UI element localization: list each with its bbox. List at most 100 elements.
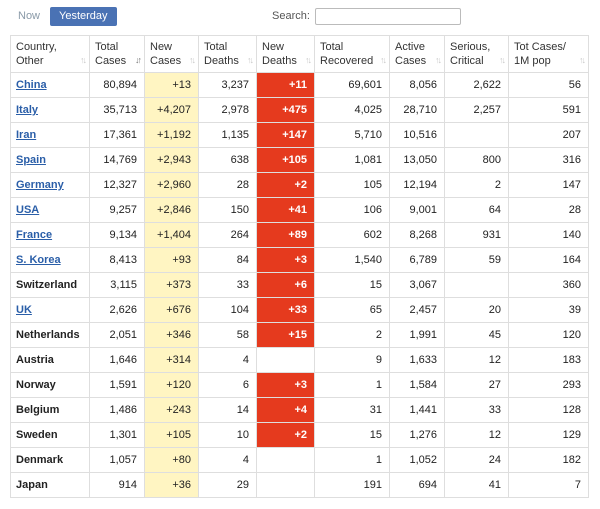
cell-new-deaths: +11	[256, 72, 315, 98]
country-link[interactable]: UK	[16, 304, 32, 316]
cell-cases-per-million: 120	[508, 322, 589, 348]
column-header-line: Total	[95, 41, 119, 53]
cell-serious-critical	[444, 272, 509, 298]
cell-total-cases: 2,626	[89, 297, 145, 323]
sort-icon: ↑↓	[247, 55, 254, 65]
search-input[interactable]	[315, 8, 461, 25]
cell-new-deaths: +4	[256, 397, 315, 423]
column-header-total-cases[interactable]: Total Cases ↓↑	[89, 35, 145, 73]
cell-active-cases: 8,056	[389, 72, 445, 98]
cell-new-deaths: +41	[256, 197, 315, 223]
column-header-serious-critical[interactable]: Serious, Critical ↑↓	[444, 35, 509, 73]
cell-total-recovered: 2	[314, 322, 390, 348]
cell-country: Netherlands	[10, 322, 90, 348]
country-name: Japan	[16, 479, 48, 491]
table-row: Denmark 1,057 +80 4 1 1,052 24 182	[10, 447, 589, 473]
table-row: Netherlands 2,051 +346 58 +15 2 1,991 45 120	[10, 322, 589, 348]
country-link[interactable]: France	[16, 229, 53, 241]
table-row: Switzerland 3,115 +373 33 +6 15 3,067 360	[10, 272, 589, 298]
cell-country: Germany	[10, 172, 90, 198]
cell-new-cases: +105	[144, 422, 199, 448]
cell-cases-per-million: 7	[508, 472, 589, 498]
cell-cases-per-million: 183	[508, 347, 589, 373]
cell-total-recovered: 106	[314, 197, 390, 223]
cell-active-cases: 8,268	[389, 222, 445, 248]
table-row: Iran 17,361 +1,192 1,135 +147 5,710 10,516 207	[10, 122, 589, 148]
tab-yesterday[interactable]: Yesterday	[50, 7, 117, 26]
cell-active-cases: 28,710	[389, 97, 445, 123]
column-header-line: New	[262, 41, 285, 53]
table-row: Germany 12,327 +2,960 28 +2 105 12,194 2 147	[10, 172, 589, 198]
country-name: Belgium	[16, 404, 60, 416]
cell-cases-per-million: 591	[508, 97, 589, 123]
cell-total-deaths: 33	[198, 272, 257, 298]
cell-total-recovered: 1,081	[314, 147, 390, 173]
cell-country: Austria	[10, 347, 90, 373]
sort-icon: ↑↓	[499, 55, 506, 65]
cell-serious-critical: 12	[444, 347, 509, 373]
country-link[interactable]: Germany	[16, 179, 64, 191]
column-header-country[interactable]: Country, Other ↑↓	[10, 35, 90, 73]
cell-total-recovered: 191	[314, 472, 390, 498]
table-row: USA 9,257 +2,846 150 +41 106 9,001 64 28	[10, 197, 589, 223]
cell-cases-per-million: 360	[508, 272, 589, 298]
cell-total-deaths: 84	[198, 247, 257, 273]
cell-new-deaths: +6	[256, 272, 315, 298]
country-link[interactable]: S. Korea	[16, 254, 61, 266]
tab-now[interactable]: Now	[18, 10, 41, 22]
country-link[interactable]: USA	[16, 204, 40, 216]
country-link[interactable]: China	[16, 79, 47, 91]
cell-cases-per-million: 316	[508, 147, 589, 173]
cell-new-deaths: +89	[256, 222, 315, 248]
cell-total-cases: 14,769	[89, 147, 145, 173]
cell-country: Spain	[10, 147, 90, 173]
cell-serious-critical: 2,257	[444, 97, 509, 123]
cell-new-deaths	[256, 447, 315, 473]
column-header-line: Country,	[16, 41, 57, 53]
country-link[interactable]: Italy	[16, 104, 39, 116]
cell-total-deaths: 14	[198, 397, 257, 423]
cell-serious-critical	[444, 122, 509, 148]
country-link[interactable]: Iran	[16, 129, 37, 141]
cell-total-deaths: 4	[198, 347, 257, 373]
cell-new-deaths: +2	[256, 172, 315, 198]
cell-total-recovered: 1	[314, 447, 390, 473]
cell-total-cases: 2,051	[89, 322, 145, 348]
cell-new-deaths: +2	[256, 422, 315, 448]
cell-total-deaths: 4	[198, 447, 257, 473]
cell-total-cases: 1,057	[89, 447, 145, 473]
country-link[interactable]: Spain	[16, 154, 46, 166]
column-header-line: Deaths	[204, 55, 239, 67]
table-row: Spain 14,769 +2,943 638 +105 1,081 13,050 800 31…	[10, 147, 589, 173]
column-header-line: Cases	[95, 55, 127, 67]
column-header-cases-per-million[interactable]: Tot Cases/1M pop ↑↓	[508, 35, 589, 73]
cell-total-recovered: 1,540	[314, 247, 390, 273]
cell-total-recovered: 5,710	[314, 122, 390, 148]
column-header-active-cases[interactable]: Active Cases ↑↓	[389, 35, 445, 73]
cell-total-cases: 1,646	[89, 347, 145, 373]
cell-active-cases: 694	[389, 472, 445, 498]
cell-cases-per-million: 164	[508, 247, 589, 273]
cell-serious-critical: 2,622	[444, 72, 509, 98]
cell-country: USA	[10, 197, 90, 223]
cell-total-cases: 80,894	[89, 72, 145, 98]
column-header-total-deaths[interactable]: Total Deaths ↑↓	[198, 35, 257, 73]
cell-active-cases: 3,067	[389, 272, 445, 298]
column-header-total-recovered[interactable]: Total Recovered ↑↓	[314, 35, 390, 73]
cell-active-cases: 9,001	[389, 197, 445, 223]
table-row: Japan 914 +36 29 191 694 41 7	[10, 472, 589, 498]
column-header-line: Active	[395, 41, 425, 53]
column-header-new-cases[interactable]: New Cases ↑↓	[144, 35, 199, 73]
cell-serious-critical: 33	[444, 397, 509, 423]
cell-total-recovered: 602	[314, 222, 390, 248]
cell-new-cases: +2,943	[144, 147, 199, 173]
cell-new-cases: +120	[144, 372, 199, 398]
cell-serious-critical: 800	[444, 147, 509, 173]
cell-new-deaths: +33	[256, 297, 315, 323]
cell-total-cases: 914	[89, 472, 145, 498]
column-header-line: Other	[16, 55, 44, 67]
column-header-new-deaths[interactable]: New Deaths ↑↓	[256, 35, 315, 73]
cell-new-cases: +373	[144, 272, 199, 298]
cell-country: Switzerland	[10, 272, 90, 298]
cell-cases-per-million: 182	[508, 447, 589, 473]
